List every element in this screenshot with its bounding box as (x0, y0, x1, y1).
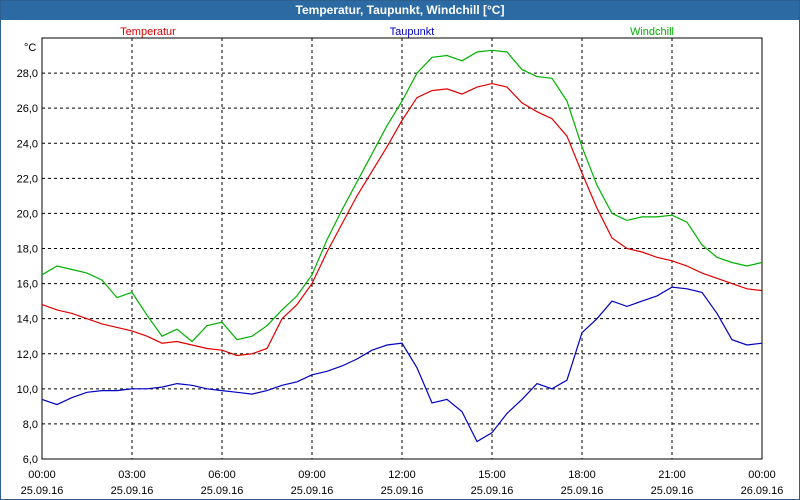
x-tick-date: 26.09.16 (741, 485, 784, 497)
x-tick-date: 25.09.16 (291, 485, 334, 497)
x-tick-date: 25.09.16 (561, 485, 604, 497)
x-tick-date: 25.09.16 (21, 485, 64, 497)
y-tick-label: 20,0 (17, 208, 38, 220)
x-tick-time: 03:00 (118, 469, 146, 481)
y-tick-label: 8,0 (23, 419, 38, 431)
legend-windchill: Windchill (630, 26, 674, 38)
x-tick-date: 25.09.16 (111, 485, 154, 497)
series-line-taupunkt (41, 286, 763, 443)
y-tick-label: 6,0 (23, 454, 38, 466)
x-tick-time: 00:00 (28, 469, 56, 481)
x-tick-date: 25.09.16 (201, 485, 244, 497)
x-tick-time: 12:00 (388, 469, 416, 481)
y-tick-label: 22,0 (17, 173, 38, 185)
legend-temperatur: Temperatur (120, 26, 176, 38)
x-tick-time: 21:00 (658, 469, 686, 481)
y-tick-label: 26,0 (17, 103, 38, 115)
x-tick-date: 25.09.16 (471, 485, 514, 497)
x-tick-time: 09:00 (298, 469, 326, 481)
y-tick-label: 14,0 (17, 314, 38, 326)
y-tick-label: 16,0 (17, 279, 38, 291)
y-tick-label: 10,0 (17, 384, 38, 396)
y-tick-label: 28,0 (17, 68, 38, 80)
x-tick-date: 25.09.16 (381, 485, 424, 497)
y-tick-label: 24,0 (17, 138, 38, 150)
window-title: Temperatur, Taupunkt, Windchill [°C] (1, 1, 799, 20)
y-tick-label: 12,0 (17, 349, 38, 361)
y-axis-label: °C (24, 42, 36, 54)
x-tick-time: 18:00 (568, 469, 596, 481)
legend-taupunkt: Taupunkt (390, 26, 435, 38)
x-tick-time: 00:00 (748, 469, 776, 481)
y-tick-label: 18,0 (17, 244, 38, 256)
x-tick-time: 15:00 (478, 469, 506, 481)
x-tick-date: 25.09.16 (651, 485, 694, 497)
x-tick-time: 06:00 (208, 469, 236, 481)
